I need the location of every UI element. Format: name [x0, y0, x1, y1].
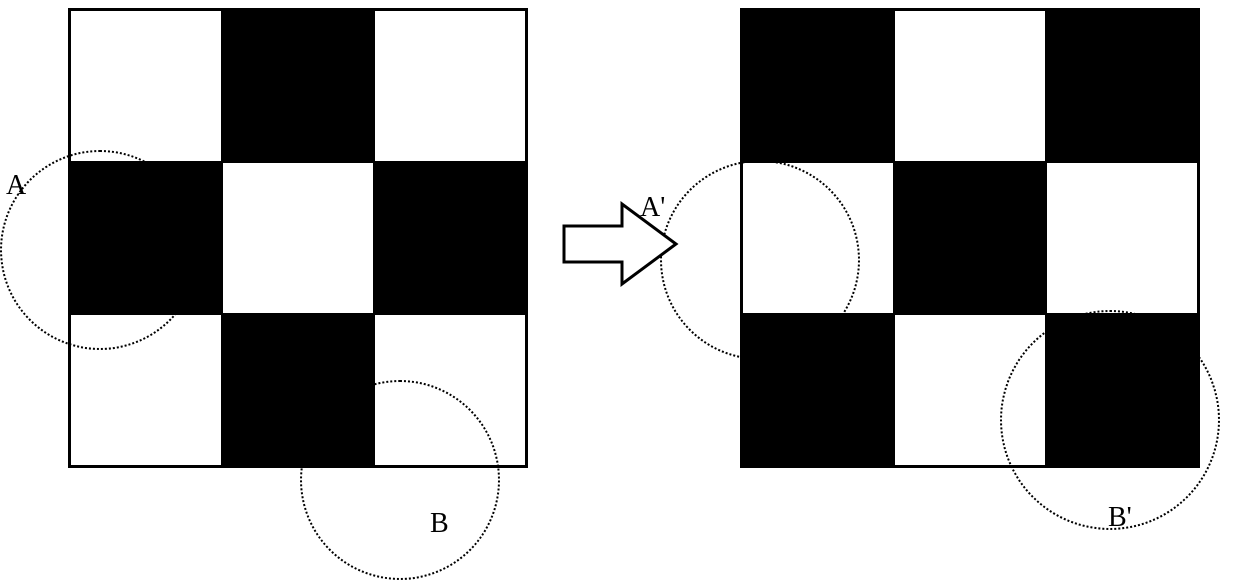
grid-cell — [1046, 162, 1198, 314]
grid-cell — [222, 10, 374, 162]
circle-a — [0, 150, 200, 350]
label-b-prime: B' — [1108, 502, 1132, 534]
grid-cell — [222, 162, 374, 314]
grid-cell — [70, 10, 222, 162]
circle-a-prime — [660, 160, 860, 360]
grid-cell — [374, 162, 526, 314]
arrow-right-icon — [560, 196, 680, 292]
grid-cell — [742, 10, 894, 162]
grid-cell — [374, 10, 526, 162]
grid-cell — [894, 162, 1046, 314]
grid-cell — [1046, 10, 1198, 162]
circle-b-prime — [1000, 310, 1220, 530]
grid-cell — [894, 10, 1046, 162]
circle-b — [300, 380, 500, 580]
label-b: B — [430, 508, 449, 540]
label-a: A — [6, 170, 26, 202]
